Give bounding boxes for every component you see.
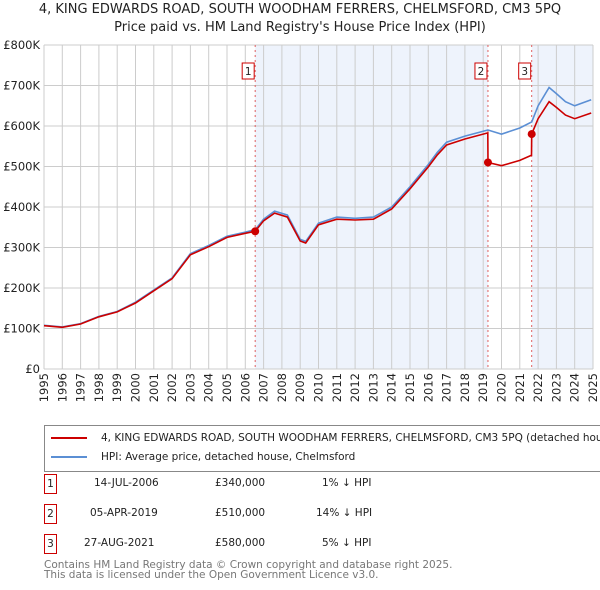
x-tick-label: 2014 (385, 373, 399, 402)
y-tick-label: £200K (3, 281, 40, 295)
sale-badge-box (241, 62, 255, 80)
sale-date: 14-JUL-2006 (94, 477, 159, 489)
sale-badge-label: 3 (521, 66, 528, 78)
x-tick-label: 1996 (55, 373, 69, 402)
x-tick-label: 2010 (312, 373, 326, 402)
sale-price: £580,000 (215, 537, 266, 549)
legend-item-hpi: HPI: Average price, detached house, Chel… (51, 450, 355, 464)
x-tick-label: 2001 (147, 373, 161, 402)
sale-hpi-diff: 1% ↓ HPI (322, 477, 372, 489)
legend-swatch-blue (51, 456, 87, 458)
y-tick-label: £0 (25, 362, 40, 376)
x-tick-label: 2000 (129, 373, 143, 402)
x-tick-label: 1999 (110, 373, 124, 402)
x-tick-label: 2022 (531, 373, 545, 402)
sale-badge-label: 2 (478, 66, 485, 78)
sale-badge-label: 1 (245, 66, 252, 78)
x-tick-label: 2017 (440, 373, 454, 402)
sale-badge: 2 (44, 504, 57, 524)
x-tick-label: 2013 (366, 373, 380, 402)
legend-swatch-red (51, 437, 87, 439)
sale-badge: 3 (44, 534, 57, 554)
legend: 4, KING EDWARDS ROAD, SOUTH WOODHAM FERR… (44, 425, 600, 472)
x-tick-label: 2018 (458, 373, 472, 402)
y-tick-label: £500K (3, 160, 40, 174)
chart-subtitle: Price paid vs. HM Land Registry's House … (114, 20, 486, 35)
y-tick-label: £100K (3, 322, 40, 336)
x-tick-label: 2016 (421, 373, 435, 402)
sale-price: £510,000 (215, 507, 266, 519)
sale-badge: 1 (44, 474, 57, 494)
x-tick-label: 2024 (568, 373, 582, 402)
x-tick-label: 2011 (330, 373, 344, 402)
x-tick-label: 2025 (586, 373, 600, 402)
sale-badge-box (518, 62, 532, 80)
sale-date: 05-APR-2019 (90, 507, 158, 519)
sale-hpi-diff: 14% ↓ HPI (316, 507, 373, 519)
sale-price: £340,000 (215, 477, 266, 489)
price-chart: 1995 1996 1997 1998 1999 2000 2001 2002 2003 2004… (3, 38, 600, 402)
chart-title: 4, KING EDWARDS ROAD, SOUTH WOODHAM FERR… (38, 2, 562, 17)
x-tick-label: 2020 (495, 373, 509, 402)
x-tick-label: 2005 (220, 373, 234, 402)
y-tick-label: £300K (3, 241, 40, 255)
x-tick-label: 2004 (202, 373, 216, 402)
x-tick-label: 2002 (165, 373, 179, 402)
x-tick-label: 2008 (275, 373, 289, 402)
x-tick-label: 2006 (238, 373, 252, 402)
sale-hpi-diff: 5% ↓ HPI (322, 537, 372, 549)
y-tick-label: £400K (3, 200, 40, 214)
footer-licence: This data is licensed under the Open Gov… (44, 569, 379, 581)
x-tick-label: 2012 (348, 373, 362, 402)
sale-point (527, 130, 536, 139)
y-tick-label: £600K (3, 119, 40, 133)
footer: Contains HM Land Registry data © Crown c… (44, 559, 453, 581)
x-tick-label: 1997 (74, 373, 88, 402)
x-tick-label: 2003 (183, 373, 197, 402)
y-tick-label: £800K (3, 38, 40, 52)
x-tick-label: 1995 (37, 373, 51, 402)
sale-point (483, 158, 492, 167)
footer-copyright: Contains HM Land Registry data © Crown c… (44, 559, 453, 571)
x-tick-label: 2021 (513, 373, 527, 402)
legend-label-property: 4, KING EDWARDS ROAD, SOUTH WOODHAM FERR… (101, 432, 600, 444)
sale-date: 27-AUG-2021 (84, 537, 155, 549)
legend-item-property: 4, KING EDWARDS ROAD, SOUTH WOODHAM FERR… (51, 431, 600, 445)
x-tick-label: 2023 (549, 373, 563, 402)
property-price-line (43, 100, 592, 329)
x-tick-label: 1998 (92, 373, 106, 402)
x-tick-label: 2009 (293, 373, 307, 402)
legend-label-hpi: HPI: Average price, detached house, Chel… (101, 451, 356, 463)
x-tick-label: 2019 (476, 373, 490, 402)
sale-point (251, 227, 260, 236)
sale-badge-box (474, 62, 488, 80)
y-tick-label: £700K (3, 79, 40, 93)
x-tick-label: 2007 (257, 373, 271, 402)
x-tick-label: 2015 (403, 373, 417, 402)
